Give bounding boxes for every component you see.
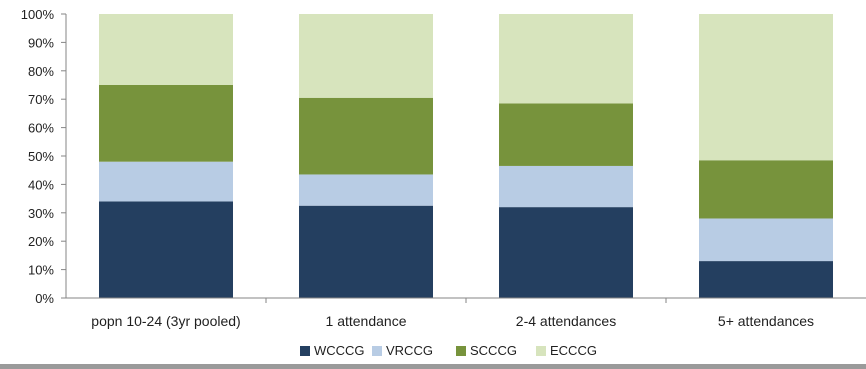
y-tick-label: 10% <box>28 263 54 278</box>
legend-label: ECCCG <box>550 343 597 358</box>
bar-segment <box>99 201 233 298</box>
bar-segment <box>699 261 833 298</box>
x-tick-label: 5+ attendances <box>718 313 814 329</box>
legend-swatch <box>456 346 466 356</box>
y-tick-label: 90% <box>28 35 54 50</box>
y-axis: 0% 10% 20% 30% 40% 50% 60% 70% 80% 90% 100% <box>21 7 67 306</box>
bar-segment <box>99 85 233 162</box>
bar-segment <box>299 97 433 175</box>
y-tick-label: 40% <box>28 177 54 192</box>
x-tick-label: popn 10-24 (3yr pooled) <box>91 313 240 329</box>
x-tick-label: 1 attendance <box>326 313 407 329</box>
legend: WCCCG VRCCG SCCCG ECCCG <box>300 343 597 358</box>
bar-segment <box>499 103 633 166</box>
y-tick-label: 60% <box>28 121 54 136</box>
bars <box>99 14 833 298</box>
bar-segment <box>299 205 433 298</box>
y-tick-label: 80% <box>28 64 54 79</box>
bar-segment <box>299 14 433 98</box>
legend-swatch <box>300 346 310 356</box>
y-tick-label: 100% <box>21 7 55 22</box>
bar-segment <box>499 207 633 298</box>
y-tick-label: 20% <box>28 234 54 249</box>
legend-swatch <box>372 346 382 356</box>
bar-segment <box>499 14 633 104</box>
x-axis: popn 10-24 (3yr pooled) 1 attendance 2-4 a… <box>66 297 866 329</box>
bar-segment <box>699 160 833 219</box>
legend-label: VRCCG <box>386 343 433 358</box>
bar-segment <box>99 14 233 85</box>
bottom-border-strip <box>0 364 866 369</box>
bar-segment <box>699 14 833 161</box>
bar-segment <box>99 161 233 202</box>
legend-label: WCCCG <box>314 343 365 358</box>
x-tick-label: 2-4 attendances <box>516 313 616 329</box>
bar-segment <box>699 218 833 262</box>
legend-swatch <box>536 346 546 356</box>
legend-label: SCCCG <box>470 343 517 358</box>
bar-segment <box>499 165 633 208</box>
bar-segment <box>299 174 433 206</box>
y-tick-label: 30% <box>28 206 54 221</box>
y-tick-label: 50% <box>28 149 54 164</box>
y-tick-label: 70% <box>28 92 54 107</box>
y-tick-label: 0% <box>35 291 54 306</box>
